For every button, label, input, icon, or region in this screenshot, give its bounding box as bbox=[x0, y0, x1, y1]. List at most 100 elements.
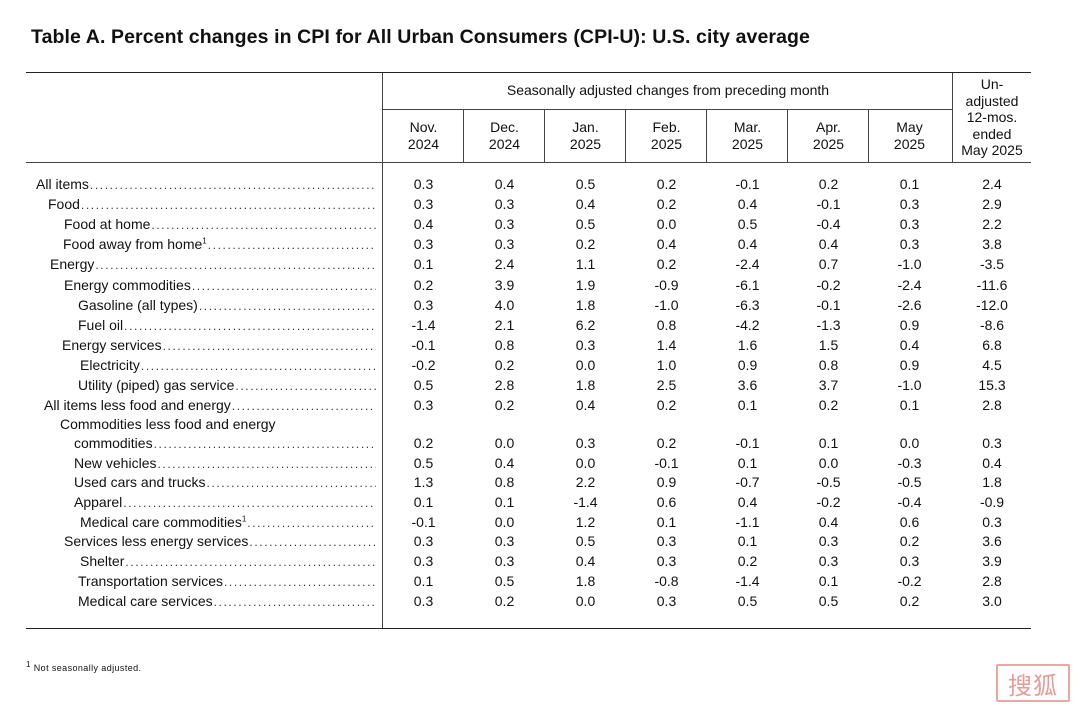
column-header-line: 2025 bbox=[569, 136, 602, 152]
row-label: Medical care services...................… bbox=[78, 593, 376, 609]
column-header: Jan. 2025 bbox=[545, 119, 626, 153]
cell-unadjusted: 3.6 bbox=[982, 533, 1002, 549]
cell-value: 1.6 bbox=[737, 337, 758, 353]
cell-value: -1.3 bbox=[816, 317, 841, 333]
cell-value: 0.1 bbox=[656, 514, 677, 530]
row-label-text: Energy bbox=[50, 256, 95, 272]
row-label-text: Transportation services bbox=[78, 573, 223, 589]
cell-value: 0.1 bbox=[413, 494, 434, 510]
cell-value: -0.2 bbox=[816, 277, 841, 293]
cell-value: 0.5 bbox=[413, 455, 434, 471]
cell-value: 0.0 bbox=[575, 455, 596, 471]
cell-value: -2.4 bbox=[735, 256, 760, 272]
cell-value: -0.1 bbox=[654, 455, 679, 471]
column-divider bbox=[787, 110, 788, 163]
table-row: Medical care commodities1...............… bbox=[26, 512, 1031, 532]
cell-value: 0.3 bbox=[656, 533, 677, 549]
row-label-text: Gasoline (all types) bbox=[78, 297, 198, 313]
leader-dots: ........................................… bbox=[124, 319, 376, 333]
table-row: Food....................................… bbox=[26, 194, 1031, 214]
unadjusted-header-line: May 2025 bbox=[961, 142, 1023, 158]
column-header-line: Jan. bbox=[572, 119, 599, 135]
row-label-text: Used cars and trucks bbox=[74, 474, 206, 490]
cell-value: 0.1 bbox=[899, 176, 920, 192]
column-divider bbox=[868, 110, 869, 163]
cell-value: -1.0 bbox=[654, 297, 679, 313]
cell-value: 0.2 bbox=[737, 553, 758, 569]
cell-value: -1.4 bbox=[573, 494, 598, 510]
row-label: Used cars and trucks....................… bbox=[74, 474, 376, 490]
table-row: New vehicles............................… bbox=[26, 453, 1031, 473]
row-label-text: All items bbox=[36, 176, 89, 192]
table-row: Food away from home1....................… bbox=[26, 234, 1031, 254]
cell-value: -0.5 bbox=[897, 474, 922, 490]
cell-unadjusted: -12.0 bbox=[976, 297, 1008, 313]
column-header-line: 2025 bbox=[893, 136, 926, 152]
cell-value: 0.4 bbox=[575, 553, 596, 569]
cell-value: 0.5 bbox=[413, 377, 434, 393]
cell-value: 0.3 bbox=[818, 553, 839, 569]
cell-value: 0.7 bbox=[818, 256, 839, 272]
row-label: Apparel.................................… bbox=[74, 494, 376, 510]
cell-value: 0.4 bbox=[494, 176, 515, 192]
cell-value: 0.3 bbox=[413, 397, 434, 413]
cell-value: 2.8 bbox=[494, 377, 515, 393]
column-header-line: 2025 bbox=[650, 136, 683, 152]
group-header-rule bbox=[383, 109, 953, 110]
cell-value: 0.2 bbox=[413, 277, 434, 293]
cell-unadjusted: 2.8 bbox=[982, 573, 1002, 589]
cell-value: 0.0 bbox=[494, 514, 515, 530]
cell-value: 0.3 bbox=[899, 216, 920, 232]
column-header: Mar. 2025 bbox=[707, 119, 788, 153]
leader-dots: ........................................… bbox=[235, 379, 376, 393]
column-header-line: 2025 bbox=[731, 136, 764, 152]
cell-unadjusted: 2.8 bbox=[982, 397, 1002, 413]
cell-value: 0.5 bbox=[737, 216, 758, 232]
cell-value: 0.3 bbox=[575, 435, 596, 451]
unadjusted-header-line: Un- bbox=[980, 76, 1004, 92]
column-header-line: 2025 bbox=[812, 136, 845, 152]
row-label: Electricity.............................… bbox=[80, 357, 376, 373]
cell-value: 0.2 bbox=[494, 397, 515, 413]
cell-value: 1.8 bbox=[575, 377, 596, 393]
cell-value: 0.0 bbox=[575, 593, 596, 609]
cell-value: 0.9 bbox=[899, 357, 920, 373]
footnote: 1 Not seasonally adjusted. bbox=[26, 660, 141, 673]
footnote-text: Not seasonally adjusted. bbox=[33, 663, 142, 673]
cell-value: 0.5 bbox=[818, 593, 839, 609]
cell-value: 0.8 bbox=[494, 337, 515, 353]
table-row: Electricity.............................… bbox=[26, 355, 1031, 375]
cell-unadjusted: 2.2 bbox=[982, 216, 1002, 232]
cell-value: 3.7 bbox=[818, 377, 839, 393]
table-row: Shelter.................................… bbox=[26, 551, 1031, 571]
cell-value: -1.4 bbox=[411, 317, 436, 333]
cell-unadjusted: 1.8 bbox=[982, 474, 1002, 490]
cell-value: 0.4 bbox=[737, 236, 758, 252]
row-label-text: All items less food and energy bbox=[44, 397, 231, 413]
cell-value: 0.1 bbox=[737, 455, 758, 471]
row-label: All items less food and energy..........… bbox=[44, 397, 376, 413]
cell-value: 1.4 bbox=[656, 337, 677, 353]
cell-value: -0.2 bbox=[897, 573, 922, 589]
cell-value: 0.1 bbox=[899, 397, 920, 413]
cell-value: 0.4 bbox=[737, 196, 758, 212]
column-header-line: Dec. bbox=[490, 119, 519, 135]
leader-dots: ........................................… bbox=[162, 339, 376, 353]
cell-value: 0.4 bbox=[575, 196, 596, 212]
cell-unadjusted: 3.9 bbox=[982, 553, 1002, 569]
cell-value: 0.0 bbox=[899, 435, 920, 451]
leader-dots: ........................................… bbox=[125, 555, 376, 569]
cell-value: 0.3 bbox=[494, 196, 515, 212]
table-row: Commodities less food and energy commodit… bbox=[26, 416, 1031, 453]
column-header-line: Nov. bbox=[409, 119, 438, 135]
cell-unadjusted: 2.4 bbox=[982, 176, 1002, 192]
cell-value: 4.0 bbox=[494, 297, 515, 313]
leader-dots: ........................................… bbox=[191, 279, 376, 293]
leader-dots: ........................................… bbox=[247, 516, 376, 530]
cell-unadjusted: -0.9 bbox=[979, 494, 1005, 510]
column-header-line: May bbox=[896, 119, 923, 135]
cell-value: 0.4 bbox=[818, 236, 839, 252]
table-title: Table A. Percent changes in CPI for All … bbox=[31, 26, 810, 48]
cell-unadjusted: -3.5 bbox=[979, 256, 1005, 272]
cell-value: 1.1 bbox=[575, 256, 596, 272]
